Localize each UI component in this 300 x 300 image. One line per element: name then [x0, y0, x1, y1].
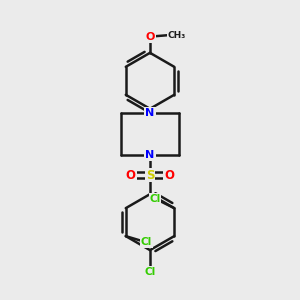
Text: N: N [146, 108, 154, 118]
Text: N: N [146, 150, 154, 160]
Text: O: O [126, 169, 136, 182]
Text: CH₃: CH₃ [167, 31, 186, 40]
Text: S: S [146, 169, 154, 182]
Text: O: O [164, 169, 174, 182]
Text: Cl: Cl [144, 267, 156, 277]
Text: Cl: Cl [149, 194, 161, 203]
Text: O: O [145, 32, 155, 42]
Text: Cl: Cl [141, 237, 152, 247]
